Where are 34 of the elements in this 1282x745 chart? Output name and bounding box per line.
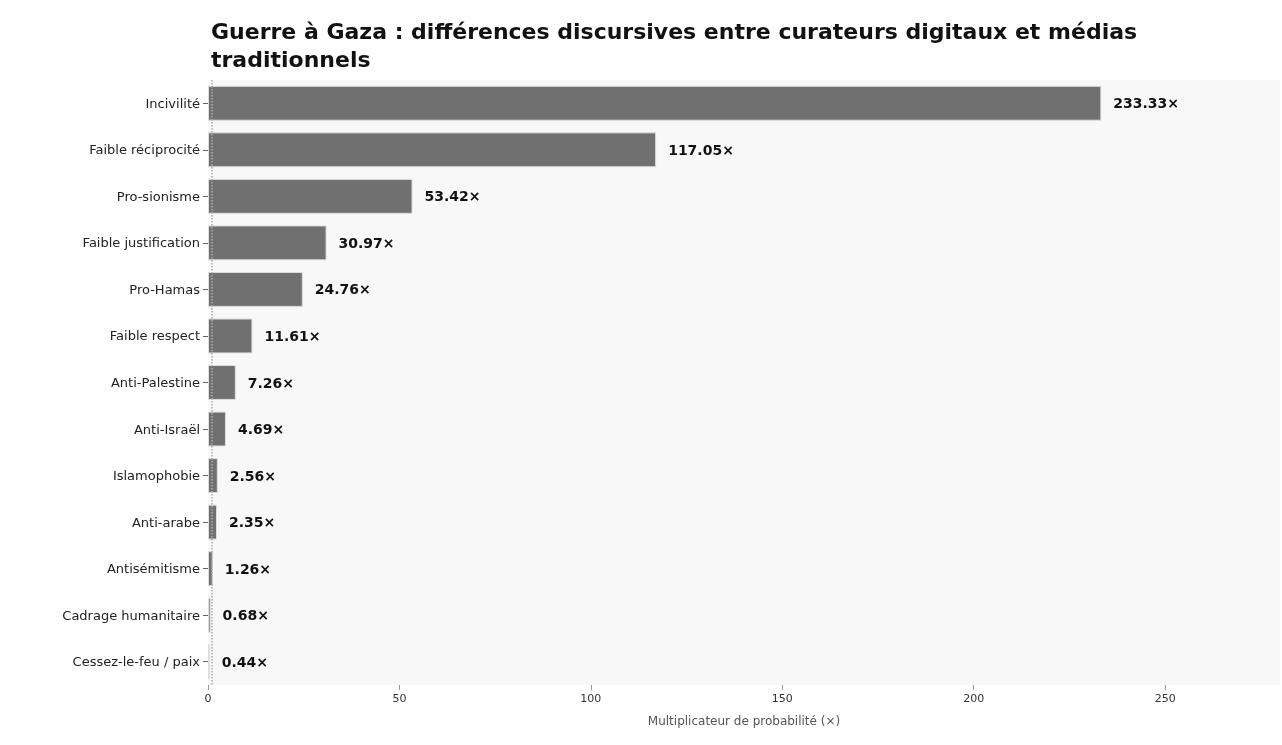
x-tick-label: 50 (392, 692, 407, 705)
data-label: 4.69× (237, 421, 285, 438)
y-tick-label: Anti-arabe (131, 514, 200, 530)
y-tick-label: Cessez-le-feu / paix (72, 654, 201, 670)
y-tick-label: Islamophobie (112, 468, 200, 484)
data-label: 233.33× (1113, 95, 1180, 112)
x-tick-label: 250 (1154, 692, 1176, 705)
y-tick-label: Faible respect (109, 328, 200, 344)
y-tick-label: Cadrage humanitaire (62, 607, 200, 623)
data-label: 2.56× (229, 467, 277, 484)
y-tick-label: Anti-Israël (133, 421, 200, 437)
data-label: 117.05× (668, 141, 734, 158)
x-tick-label: 200 (963, 692, 985, 705)
data-label: 11.61× (264, 327, 321, 344)
data-label: 1.26× (224, 560, 272, 577)
y-tick-label: Pro-sionisme (116, 188, 200, 204)
y-tick-label: Pro-Hamas (129, 281, 201, 297)
data-label: 53.42× (424, 188, 481, 205)
y-tick-label: Incivilité (145, 95, 200, 111)
data-label: 30.97× (338, 234, 395, 251)
y-tick-label: Faible réciprocité (89, 142, 200, 158)
y-tick-label: Antisémitisme (106, 561, 200, 577)
data-label: 0.44× (221, 653, 268, 670)
x-tick-label: 100 (580, 692, 602, 705)
x-axis-title: Multiplicateur de probabilité (×) (647, 714, 841, 728)
chart-title: Guerre à Gaza : différences discursives entre curateurs digitaux et médias traditionnels (211, 18, 1145, 72)
y-tick-label: Faible justification (82, 235, 200, 251)
data-label: 0.68× (222, 607, 269, 624)
y-tick-label: Anti-Palestine (110, 375, 200, 390)
data-label: 24.76× (314, 281, 371, 298)
x-tick-label: 150 (771, 692, 793, 705)
data-label: 7.26× (247, 374, 295, 391)
data-label: 2.35× (229, 514, 276, 531)
x-tick-label: 0 (204, 692, 212, 705)
